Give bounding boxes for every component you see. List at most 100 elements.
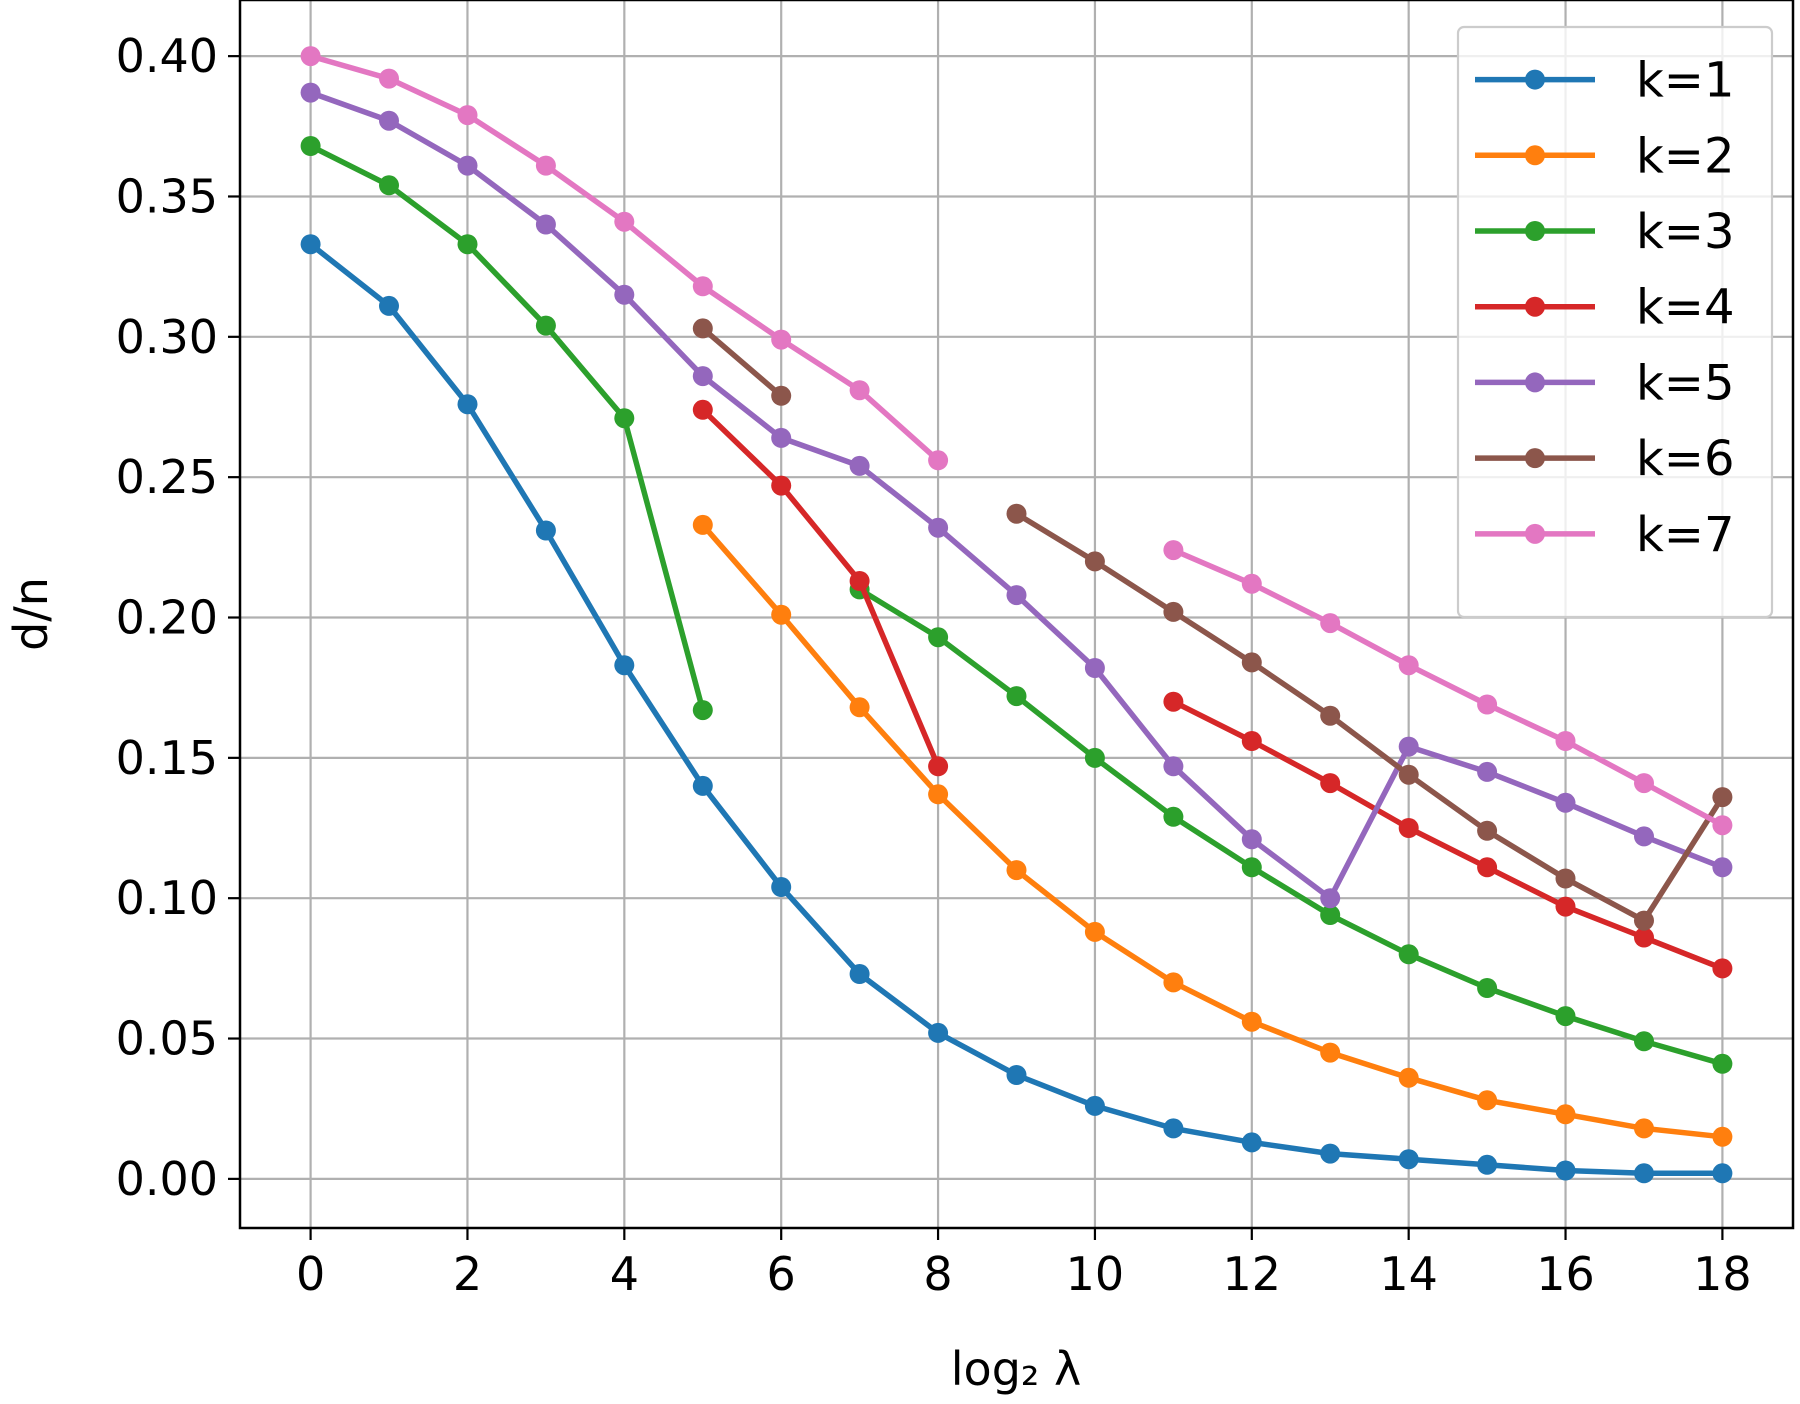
series-line bbox=[1172, 547, 1724, 828]
x-tick-label: 0 bbox=[296, 1247, 325, 1301]
y-tick-label: 0.20 bbox=[116, 591, 218, 645]
data-point bbox=[771, 427, 792, 448]
data-point bbox=[1477, 857, 1498, 878]
data-point bbox=[1241, 857, 1262, 878]
y-tick-label: 0.10 bbox=[116, 871, 218, 925]
data-point bbox=[928, 756, 949, 777]
data-point bbox=[1320, 1042, 1341, 1063]
data-point bbox=[771, 604, 792, 625]
data-point bbox=[614, 655, 635, 676]
data-point bbox=[1398, 1149, 1419, 1170]
data-point bbox=[1163, 972, 1184, 993]
legend-item: k=1 bbox=[1475, 53, 1735, 109]
series-line bbox=[700, 523, 1723, 1140]
data-point bbox=[1006, 686, 1027, 707]
data-point bbox=[1634, 826, 1654, 847]
data-point bbox=[1320, 773, 1341, 794]
data-point bbox=[771, 329, 792, 350]
series-k=3 bbox=[300, 136, 1733, 1074]
data-point bbox=[1163, 806, 1184, 827]
data-point bbox=[928, 784, 949, 805]
legend-swatch-marker bbox=[1525, 523, 1545, 544]
data-point bbox=[1084, 658, 1105, 678]
data-point bbox=[1320, 705, 1341, 726]
x-tick-label: 14 bbox=[1379, 1247, 1438, 1301]
data-point bbox=[1712, 1126, 1733, 1147]
data-point bbox=[1712, 787, 1733, 808]
data-point bbox=[614, 408, 635, 429]
data-point bbox=[1006, 1065, 1027, 1085]
legend-label: k=3 bbox=[1636, 204, 1735, 260]
data-point bbox=[1477, 978, 1498, 998]
data-point bbox=[1555, 896, 1576, 917]
legend-label: k=7 bbox=[1636, 507, 1735, 563]
data-point bbox=[300, 234, 321, 255]
data-point bbox=[1634, 1163, 1654, 1184]
legend-item: k=6 bbox=[1475, 431, 1735, 487]
data-point bbox=[1555, 1160, 1576, 1181]
data-point bbox=[849, 697, 870, 718]
data-point bbox=[692, 366, 713, 387]
y-tick-label: 0.40 bbox=[116, 29, 218, 83]
data-point bbox=[1712, 958, 1733, 979]
y-tick-label: 0.15 bbox=[116, 731, 218, 785]
x-tick-label: 16 bbox=[1536, 1247, 1595, 1301]
data-point bbox=[300, 46, 321, 67]
data-point bbox=[849, 964, 870, 984]
data-point bbox=[1555, 1006, 1576, 1027]
data-point bbox=[928, 1022, 949, 1043]
x-axis-label: log₂ λ bbox=[951, 1342, 1081, 1396]
data-point bbox=[1555, 868, 1576, 889]
data-point bbox=[1006, 503, 1027, 524]
data-point bbox=[1320, 1143, 1341, 1164]
data-point bbox=[1320, 905, 1341, 925]
legend-item: k=7 bbox=[1475, 507, 1735, 563]
data-point bbox=[1555, 731, 1576, 751]
y-tick-label: 0.30 bbox=[116, 310, 218, 364]
data-point bbox=[849, 380, 870, 401]
data-point bbox=[692, 700, 713, 721]
data-point bbox=[535, 315, 556, 336]
data-point bbox=[692, 775, 713, 796]
x-tick-label: 4 bbox=[610, 1247, 639, 1301]
legend: k=1 k=2 k=3 k=4 k=5 k=6 k=7 bbox=[1456, 25, 1774, 619]
data-point bbox=[379, 295, 399, 316]
legend-item: k=4 bbox=[1475, 280, 1735, 336]
series-line bbox=[1172, 699, 1724, 971]
y-axis-label: d/n bbox=[4, 577, 58, 651]
data-point bbox=[928, 450, 949, 471]
data-point bbox=[1634, 910, 1654, 931]
x-tick-label: 12 bbox=[1223, 1247, 1282, 1301]
data-point bbox=[1241, 731, 1262, 751]
legend-box bbox=[1456, 25, 1774, 619]
data-point bbox=[849, 571, 870, 591]
data-point bbox=[1712, 1163, 1733, 1184]
data-point bbox=[1006, 860, 1027, 881]
legend-item: k=2 bbox=[1475, 128, 1735, 184]
data-point bbox=[457, 155, 478, 176]
series-line bbox=[700, 407, 941, 768]
series-layer bbox=[300, 46, 1733, 1184]
data-point bbox=[1477, 694, 1498, 715]
series-k=4 bbox=[692, 399, 1733, 979]
x-tick-label: 6 bbox=[767, 1247, 796, 1301]
data-point bbox=[1634, 773, 1654, 794]
series-k=5 bbox=[300, 82, 1733, 909]
legend-swatch-marker bbox=[1525, 221, 1545, 241]
data-point bbox=[379, 68, 399, 89]
series-line bbox=[309, 143, 706, 711]
data-point bbox=[1555, 1104, 1576, 1125]
series-line bbox=[1015, 511, 1725, 924]
series-line bbox=[701, 326, 783, 398]
data-point bbox=[1477, 761, 1498, 782]
data-point bbox=[692, 514, 713, 535]
data-point bbox=[1163, 601, 1184, 622]
data-point bbox=[771, 877, 792, 897]
data-point bbox=[692, 276, 713, 297]
series-line bbox=[858, 587, 1724, 1067]
data-point bbox=[928, 517, 949, 538]
plot-frame bbox=[238, 0, 1795, 1230]
data-point bbox=[1320, 613, 1341, 634]
data-point bbox=[1084, 921, 1105, 942]
